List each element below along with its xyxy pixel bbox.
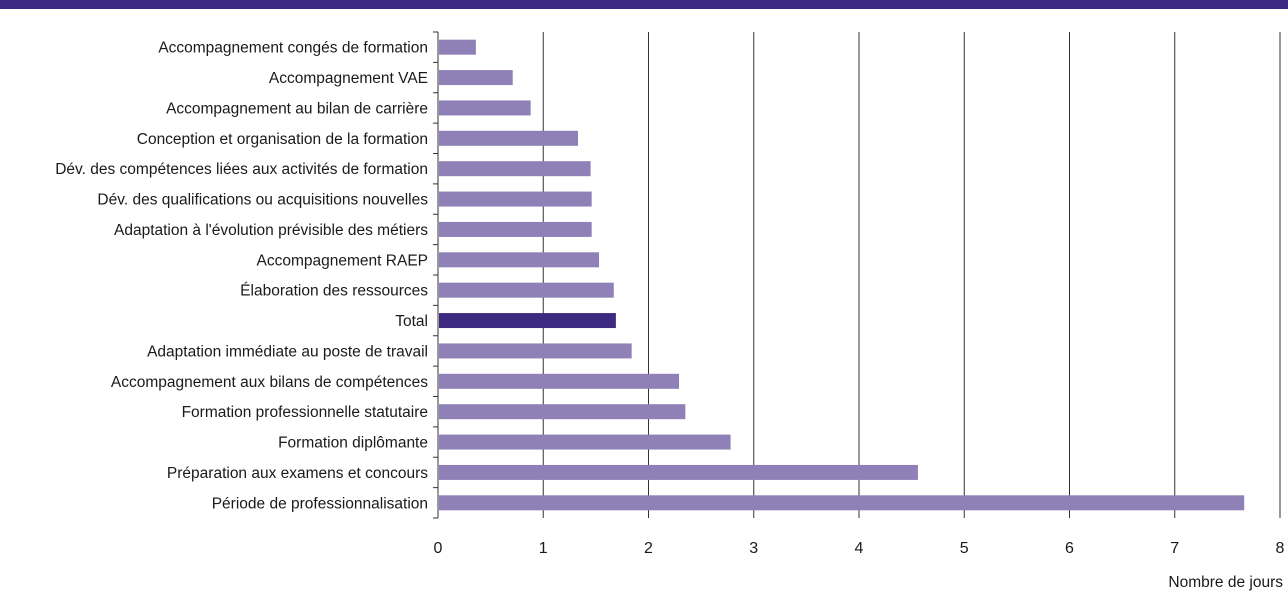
bar — [439, 404, 686, 420]
x-tick-labels: 0 1 2 3 4 5 6 7 8 — [434, 540, 1285, 557]
bar — [439, 191, 592, 207]
category-label: Accompagnement aux bilans de compétences — [111, 374, 428, 391]
bar — [439, 434, 731, 450]
x-tick-label: 2 — [644, 540, 653, 557]
category-label: Accompagnement au bilan de carrière — [166, 100, 428, 117]
x-tick-label: 5 — [960, 540, 969, 557]
bar — [439, 70, 513, 86]
category-label: Dév. des qualifications ou acquisitions … — [97, 192, 428, 209]
x-tick-label: 0 — [434, 540, 443, 557]
category-label: Total — [395, 313, 428, 330]
category-label: Accompagnement RAEP — [257, 252, 428, 269]
bar — [439, 464, 918, 480]
category-label: Formation diplômante — [278, 435, 428, 452]
bar — [439, 39, 476, 55]
category-label: Adaptation immédiate au poste de travail — [147, 343, 428, 360]
x-axis-title: Nombre de jours — [1168, 574, 1283, 591]
bar — [439, 130, 578, 146]
category-label: Préparation aux examens et concours — [167, 465, 428, 482]
category-label: Période de professionnalisation — [212, 495, 428, 512]
x-tick-label: 6 — [1065, 540, 1074, 557]
x-tick-label: 1 — [539, 540, 548, 557]
bar — [439, 495, 1245, 511]
axes — [433, 31, 439, 519]
x-tick-label: 3 — [749, 540, 758, 557]
category-label: Dév. des compétences liées aux activités… — [55, 161, 428, 178]
x-tick-label: 7 — [1170, 540, 1179, 557]
category-label: Élaboration des ressources — [240, 283, 428, 300]
category-label: Adaptation à l'évolution prévisible des … — [114, 222, 428, 239]
bars — [439, 39, 1245, 511]
bar — [439, 313, 616, 329]
bar — [439, 252, 600, 268]
category-label: Formation professionnelle statutaire — [182, 404, 428, 421]
category-label: Accompagnement congés de formation — [158, 40, 428, 57]
x-tick-label: 8 — [1276, 540, 1285, 557]
bar — [439, 373, 680, 389]
bar — [439, 282, 614, 298]
category-labels: Accompagnement congés de formation Accomp… — [55, 40, 428, 513]
bar — [439, 100, 531, 116]
top-rule — [0, 0, 1288, 9]
bar — [439, 221, 592, 237]
bar — [439, 343, 632, 359]
x-tick-label: 4 — [855, 540, 864, 557]
bar — [439, 161, 591, 177]
category-label: Conception et organisation de la formati… — [137, 131, 428, 148]
category-label: Accompagnement VAE — [269, 70, 428, 87]
